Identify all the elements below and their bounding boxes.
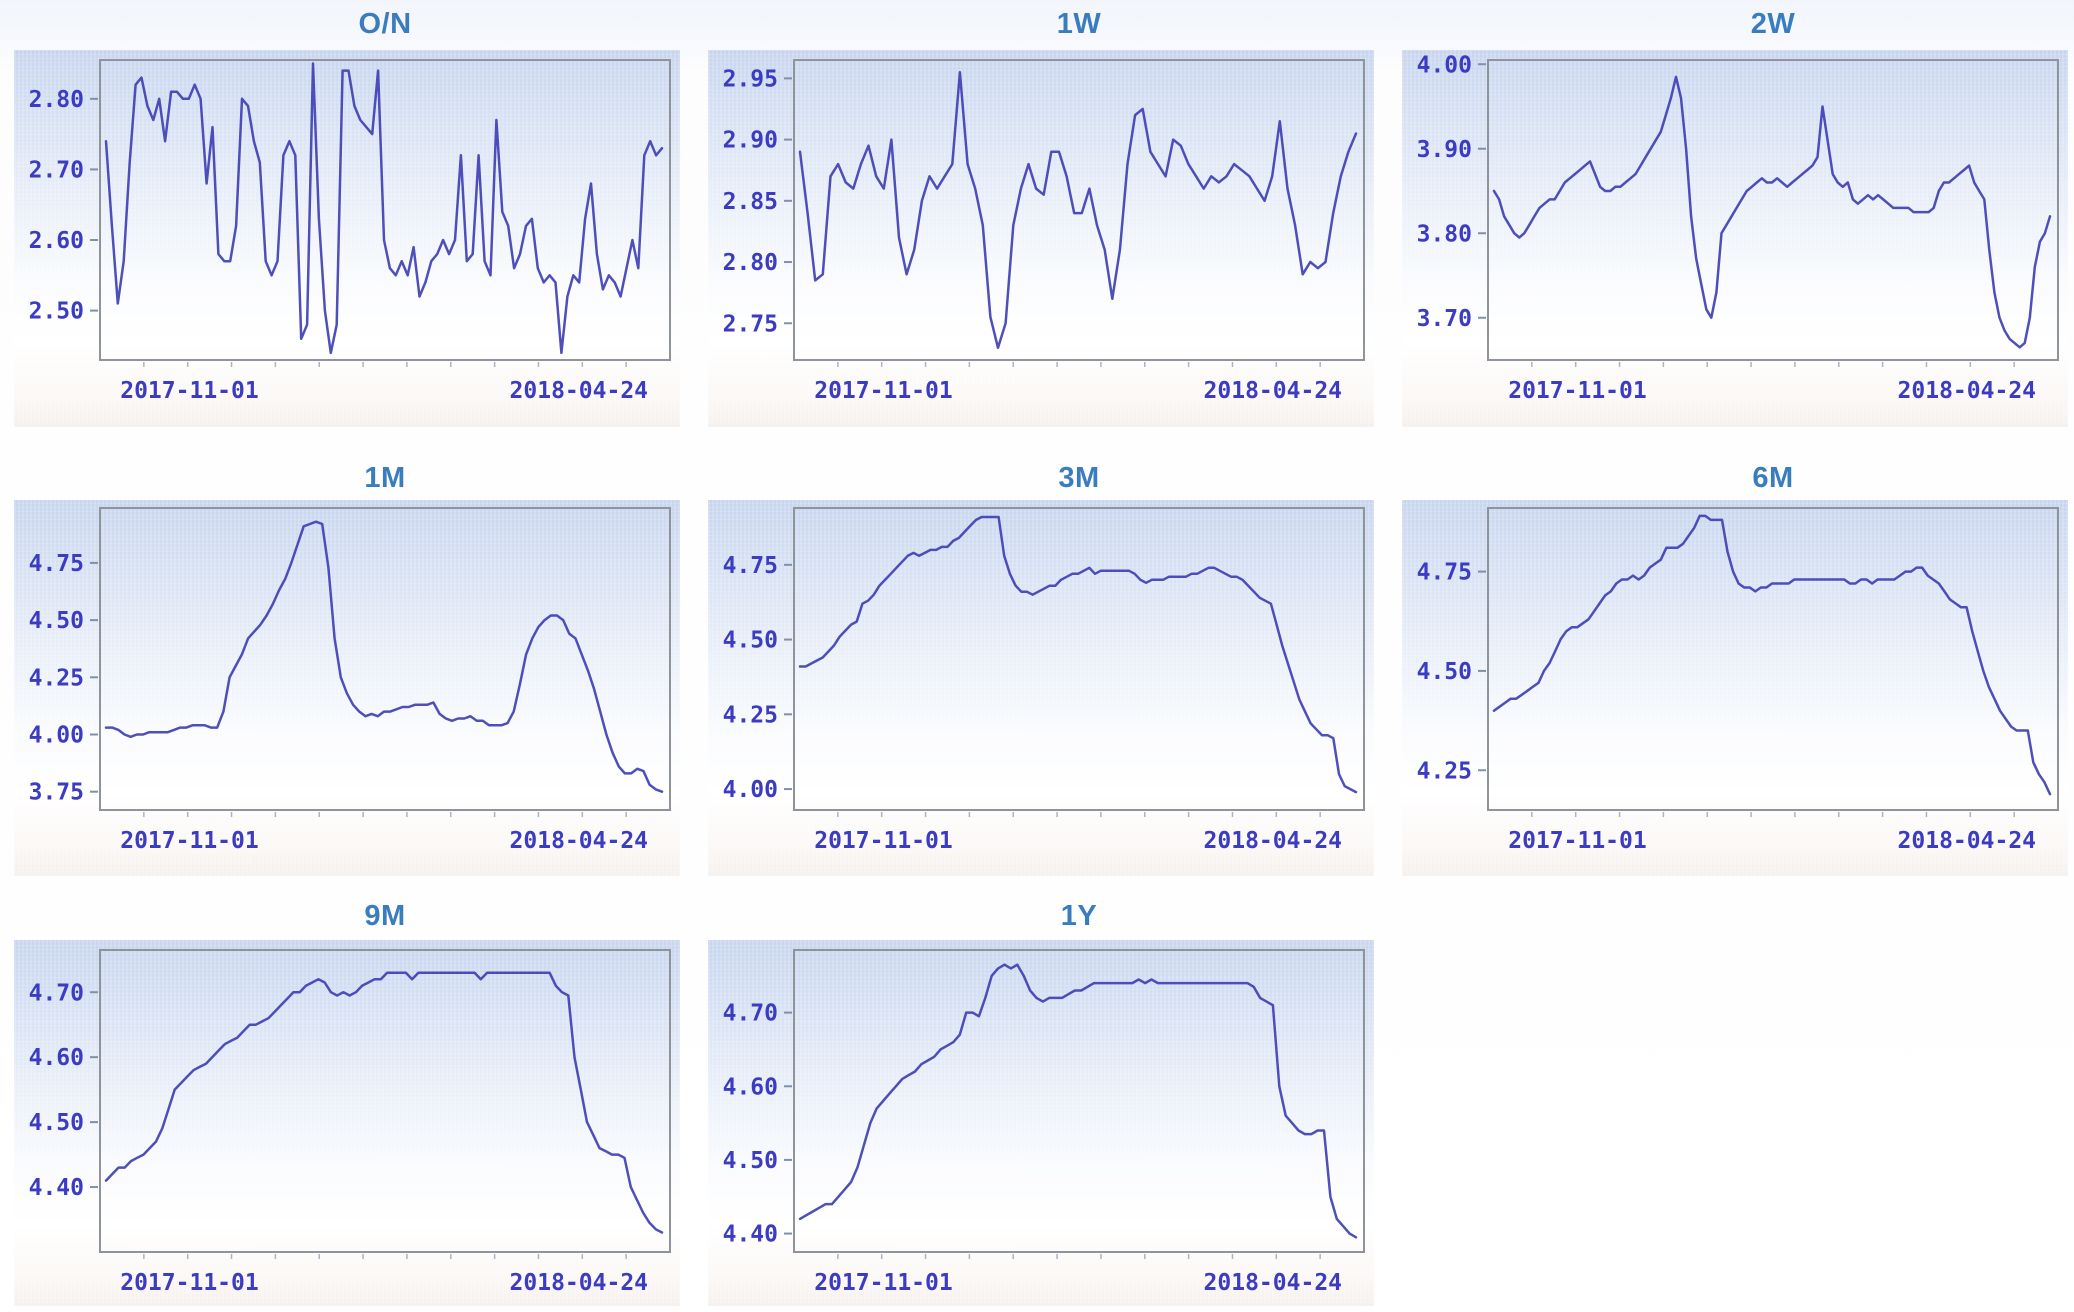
x-tick-label: 2017-11-01 <box>1508 828 1646 854</box>
chart-canvas-9m: 4.40 4.50 4.60 4.70 2017-11-01 2018-04-24 <box>29 949 671 1296</box>
chart-canvas-1m: 3.75 4.00 4.25 4.50 4.75 2017-11-01 2018-04-24 <box>29 507 671 854</box>
x-tick-label: 2018-04-24 <box>510 828 648 854</box>
y-tick-label: 4.60 <box>723 1074 778 1100</box>
chart-panel-6m: 4.25 4.50 4.75 2017-11-01 2018-04-24 <box>1402 500 2068 876</box>
y-tick-label: 2.75 <box>723 311 778 337</box>
series-line-o-n <box>104 62 664 355</box>
plot-border <box>1487 507 2059 811</box>
plot-border <box>1487 59 2059 361</box>
chart-cell-1m: 1M 3.75 4.00 4.25 4.50 4.75 2017-11-01 2018-04-… <box>14 462 680 876</box>
x-tick-label: 2018-04-24 <box>1204 828 1342 854</box>
x-tick-label: 2017-11-01 <box>120 828 258 854</box>
y-tick-label: 2.80 <box>29 87 84 113</box>
y-tick-label: 2.80 <box>723 250 778 276</box>
y-tick-label: 4.40 <box>723 1222 778 1248</box>
chart-panel-o-n: 2.50 2.60 2.70 2.80 2017-11-01 2018-04-24 <box>14 50 680 427</box>
y-tick-label: 3.70 <box>1417 306 1472 332</box>
y-tick-label: 2.60 <box>29 228 84 254</box>
chart-panel-2w: 3.70 3.80 3.90 4.00 2017-11-01 2018-04-24 <box>1402 50 2068 427</box>
y-tick-label: 4.50 <box>1417 659 1472 685</box>
chart-panel-1m: 3.75 4.00 4.25 4.50 4.75 2017-11-01 2018-04-24 <box>14 500 680 876</box>
y-tick-label: 4.50 <box>29 608 84 634</box>
series-line-2w <box>1492 75 2052 349</box>
y-tick-label: 4.00 <box>1417 52 1472 78</box>
x-tick-label: 2017-11-01 <box>1508 378 1646 404</box>
y-tick-label: 4.75 <box>1417 560 1472 586</box>
plot-border <box>793 59 1365 361</box>
x-tick-label: 2017-11-01 <box>814 378 952 404</box>
chart-title-3m: 3M <box>1058 462 1100 494</box>
chart-title-1m: 1M <box>364 462 406 494</box>
chart-cell-o-n: O/N 2.50 2.60 2.70 2.80 2017-11-01 2018-04-24 <box>14 8 680 427</box>
x-tick-label: 2017-11-01 <box>814 1270 952 1296</box>
chart-panel-9m: 4.40 4.50 4.60 4.70 2017-11-01 2018-04-24 <box>14 940 680 1306</box>
plot-border <box>99 59 671 361</box>
plot-border <box>793 507 1365 811</box>
x-tick-label: 2017-11-01 <box>120 378 258 404</box>
chart-cell-1w: 1W 2.75 2.80 2.85 2.90 2.95 2017-11-01 2018-04-… <box>708 8 1374 427</box>
y-tick-label: 4.50 <box>723 1148 778 1174</box>
chart-canvas-6m: 4.25 4.50 4.75 2017-11-01 2018-04-24 <box>1417 507 2059 854</box>
chart-cell-3m: 3M 4.00 4.25 4.50 4.75 2017-11-01 2018-04-24 <box>708 462 1374 876</box>
chart-canvas-o-n: 2.50 2.60 2.70 2.80 2017-11-01 2018-04-24 <box>29 59 671 404</box>
chart-title-2w: 2W <box>1750 8 1796 40</box>
y-tick-label: 4.60 <box>29 1045 84 1071</box>
chart-panel-1w: 2.75 2.80 2.85 2.90 2.95 2017-11-01 2018-04-24 <box>708 50 1374 427</box>
series-line-6m <box>1492 514 2052 796</box>
plot-border <box>99 507 671 811</box>
x-tick-label: 2018-04-24 <box>510 1270 648 1296</box>
chart-panel-1y: 4.40 4.50 4.60 4.70 2017-11-01 2018-04-24 <box>708 940 1374 1306</box>
series-line-1m <box>104 520 664 793</box>
series-line-3m <box>798 515 1358 794</box>
x-tick-label: 2018-04-24 <box>1898 828 2036 854</box>
x-tick-label: 2017-11-01 <box>120 1270 258 1296</box>
chart-cell-1y: 1Y 4.40 4.50 4.60 4.70 2017-11-01 2018-04-24 <box>708 900 1374 1306</box>
y-tick-label: 3.75 <box>29 780 84 806</box>
chart-title-1w: 1W <box>1056 8 1102 40</box>
y-tick-label: 2.95 <box>723 66 778 92</box>
x-tick-label: 2017-11-01 <box>814 828 952 854</box>
y-tick-label: 4.40 <box>29 1175 84 1201</box>
chart-cell-6m: 6M 4.25 4.50 4.75 2017-11-01 2018-04-24 <box>1402 462 2068 876</box>
chart-title-1y: 1Y <box>1060 900 1098 932</box>
y-tick-label: 4.75 <box>29 551 84 577</box>
y-tick-label: 3.80 <box>1417 221 1472 247</box>
y-tick-label: 4.75 <box>723 553 778 579</box>
y-tick-label: 4.25 <box>29 665 84 691</box>
plot-border <box>99 949 671 1253</box>
y-tick-label: 2.85 <box>723 189 778 215</box>
x-tick-label: 2018-04-24 <box>1204 378 1342 404</box>
x-tick-label: 2018-04-24 <box>510 378 648 404</box>
y-tick-label: 4.70 <box>29 980 84 1006</box>
y-tick-label: 2.90 <box>723 128 778 154</box>
y-tick-label: 4.25 <box>1417 758 1472 784</box>
y-tick-label: 4.00 <box>723 777 778 803</box>
x-tick-label: 2018-04-24 <box>1204 1270 1342 1296</box>
chart-title-o-n: O/N <box>358 8 412 40</box>
chart-panel-3m: 4.00 4.25 4.50 4.75 2017-11-01 2018-04-24 <box>708 500 1374 876</box>
y-tick-label: 2.50 <box>29 299 84 325</box>
plot-border <box>793 949 1365 1253</box>
y-tick-label: 4.25 <box>723 702 778 728</box>
chart-title-9m: 9M <box>364 900 406 932</box>
chart-canvas-1y: 4.40 4.50 4.60 4.70 2017-11-01 2018-04-24 <box>723 949 1365 1296</box>
series-line-1y <box>798 963 1358 1239</box>
chart-cell-2w: 2W 3.70 3.80 3.90 4.00 2017-11-01 2018-04-24 <box>1402 8 2068 427</box>
y-tick-label: 4.00 <box>29 723 84 749</box>
series-line-9m <box>104 971 664 1234</box>
y-tick-label: 4.50 <box>29 1110 84 1136</box>
y-tick-label: 4.50 <box>723 628 778 654</box>
chart-canvas-2w: 3.70 3.80 3.90 4.00 2017-11-01 2018-04-24 <box>1417 52 2059 404</box>
y-tick-label: 2.70 <box>29 157 84 183</box>
chart-canvas-1w: 2.75 2.80 2.85 2.90 2.95 2017-11-01 2018-04-24 <box>723 59 1365 404</box>
chart-title-6m: 6M <box>1752 462 1794 494</box>
x-tick-label: 2018-04-24 <box>1898 378 2036 404</box>
series-line-1w <box>798 70 1358 350</box>
chart-canvas-3m: 4.00 4.25 4.50 4.75 2017-11-01 2018-04-24 <box>723 507 1365 854</box>
y-tick-label: 3.90 <box>1417 137 1472 163</box>
y-tick-label: 4.70 <box>723 1001 778 1027</box>
chart-cell-9m: 9M 4.40 4.50 4.60 4.70 2017-11-01 2018-04-24 <box>14 900 680 1306</box>
